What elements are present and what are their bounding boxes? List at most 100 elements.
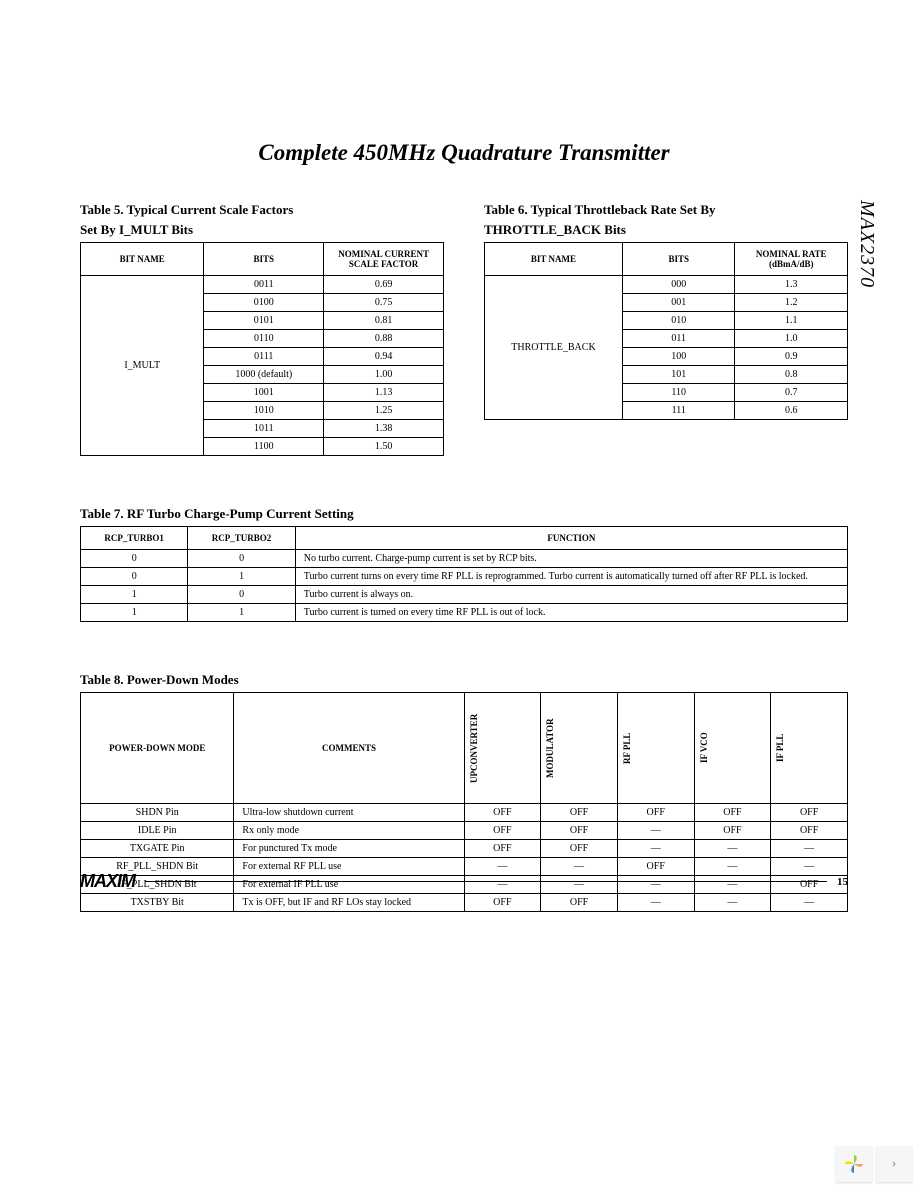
table5-cell-val: 0.94	[324, 348, 444, 366]
top-tables-row: Table 5. Typical Current Scale Factors S…	[80, 202, 848, 456]
table8-cell-c5: OFF	[617, 804, 694, 822]
table5-cell-val: 1.38	[324, 420, 444, 438]
table5-caption-line1: Table 5. Typical Current Scale Factors	[80, 202, 444, 218]
table5-cell-bits: 1000 (default)	[204, 366, 324, 384]
table6-cell-bits: 011	[622, 330, 735, 348]
table7-cell-c1: 1	[81, 586, 188, 604]
table8-cell-c5: —	[617, 822, 694, 840]
table7-header-turbo2: RCP_TURBO2	[188, 527, 295, 550]
page-footer: MAXIM 15	[80, 871, 848, 892]
table7-cell-c1: 1	[81, 604, 188, 622]
table8-cell-c3: OFF	[464, 804, 541, 822]
table8-header-mode: POWER-DOWN MODE	[81, 693, 234, 804]
table7-cell-c1: 0	[81, 550, 188, 568]
table5-header-bitname: BIT NAME	[81, 243, 204, 276]
table6-cell-val: 0.6	[735, 402, 848, 420]
table6-caption-line1: Table 6. Typical Throttleback Rate Set B…	[484, 202, 848, 218]
table8-cell-c4: OFF	[541, 804, 618, 822]
table6: BIT NAME BITS NOMINAL RATE (dBmA/dB) THR…	[484, 242, 848, 420]
table7-cell-c2: 0	[188, 586, 295, 604]
table5-cell-bits: 1001	[204, 384, 324, 402]
table6-cell-bits: 110	[622, 384, 735, 402]
table8-cell-c6: —	[694, 894, 771, 912]
table8-header-ifpll: IF PLL	[775, 703, 785, 793]
table6-cell-val: 1.2	[735, 294, 848, 312]
table7-caption: Table 7. RF Turbo Charge-Pump Current Se…	[80, 506, 848, 522]
table8-cell-c3: OFF	[464, 822, 541, 840]
page: Complete 450MHz Quadrature Transmitter M…	[0, 0, 918, 972]
table5-cell-bits: 1100	[204, 438, 324, 456]
table8-header-modulator: MODULATOR	[545, 703, 555, 793]
table8-cell-comment: Ultra-low shutdown current	[234, 804, 464, 822]
table6-cell-val: 0.8	[735, 366, 848, 384]
table7-cell-fn: Turbo current is turned on every time RF…	[295, 604, 847, 622]
table8-cell-c6: OFF	[694, 804, 771, 822]
table5-cell-val: 0.69	[324, 276, 444, 294]
table7: RCP_TURBO1 RCP_TURBO2 FUNCTION 00No turb…	[80, 526, 848, 622]
table7-cell-fn: No turbo current. Charge-pump current is…	[295, 550, 847, 568]
table5-cell-val: 1.13	[324, 384, 444, 402]
table7-cell-c2: 0	[188, 550, 295, 568]
table8-cell-c5: —	[617, 894, 694, 912]
table5-bitname: I_MULT	[81, 276, 204, 456]
table7-header-turbo1: RCP_TURBO1	[81, 527, 188, 550]
table8-cell-c6: —	[694, 840, 771, 858]
table7-cell-fn: Turbo current is always on.	[295, 586, 847, 604]
table8-cell-comment: Rx only mode	[234, 822, 464, 840]
table5-header-factor: NOMINAL CURRENT SCALE FACTOR	[324, 243, 444, 276]
table5-cell-bits: 0111	[204, 348, 324, 366]
table8-cell-comment: For punctured Tx mode	[234, 840, 464, 858]
page-number: 15	[837, 876, 848, 888]
bottom-nav: ›	[836, 1146, 912, 1182]
table7-cell-fn: Turbo current turns on every time RF PLL…	[295, 568, 847, 586]
table7-cell-c2: 1	[188, 568, 295, 586]
table7-cell-c2: 1	[188, 604, 295, 622]
table6-caption-line2: THROTTLE_BACK Bits	[484, 222, 848, 238]
table6-cell-bits: 111	[622, 402, 735, 420]
table8-header-rfpll: RF PLL	[622, 703, 632, 793]
table8-header-upconverter: UPCONVERTER	[469, 703, 479, 793]
pinwheel-icon	[843, 1153, 865, 1175]
table5-cell-val: 0.81	[324, 312, 444, 330]
nav-logo-button[interactable]	[836, 1146, 872, 1182]
table6-cell-val: 0.7	[735, 384, 848, 402]
table5-caption-line2: Set By I_MULT Bits	[80, 222, 444, 238]
table6-cell-val: 1.0	[735, 330, 848, 348]
table8-cell-c6: OFF	[694, 822, 771, 840]
table6-cell-val: 1.1	[735, 312, 848, 330]
table8-cell-mode: TXGATE Pin	[81, 840, 234, 858]
table5-cell-val: 1.25	[324, 402, 444, 420]
table5-cell-val: 0.88	[324, 330, 444, 348]
table5-container: Table 5. Typical Current Scale Factors S…	[80, 202, 444, 456]
table5-cell-val: 1.00	[324, 366, 444, 384]
table8-cell-mode: TXSTBY Bit	[81, 894, 234, 912]
table6-cell-bits: 100	[622, 348, 735, 366]
table6-cell-bits: 101	[622, 366, 735, 384]
table6-bitname: THROTTLE_BACK	[485, 276, 623, 420]
table8-cell-c4: OFF	[541, 822, 618, 840]
table6-cell-bits: 010	[622, 312, 735, 330]
table6-header-bitname: BIT NAME	[485, 243, 623, 276]
table8-cell-c4: OFF	[541, 894, 618, 912]
table8-cell-c7: OFF	[771, 822, 848, 840]
table5-cell-bits: 1010	[204, 402, 324, 420]
table8-cell-c3: OFF	[464, 840, 541, 858]
table8-caption: Table 8. Power-Down Modes	[80, 672, 848, 688]
table8-cell-c3: OFF	[464, 894, 541, 912]
page-title: Complete 450MHz Quadrature Transmitter	[80, 140, 848, 166]
table8-header-comments: COMMENTS	[234, 693, 464, 804]
table8-cell-c7: OFF	[771, 804, 848, 822]
nav-next-button[interactable]: ›	[876, 1146, 912, 1182]
footer-divider	[145, 881, 827, 882]
chevron-right-icon: ›	[892, 1156, 897, 1172]
table8-cell-c7: —	[771, 840, 848, 858]
table6-cell-bits: 001	[622, 294, 735, 312]
part-number-side-label: MAX2370	[855, 200, 878, 288]
table8-cell-comment: Tx is OFF, but IF and RF LOs stay locked	[234, 894, 464, 912]
table8-cell-c5: —	[617, 840, 694, 858]
table8-cell-mode: SHDN Pin	[81, 804, 234, 822]
table5-cell-val: 1.50	[324, 438, 444, 456]
table7-header-function: FUNCTION	[295, 527, 847, 550]
table8-cell-c7: —	[771, 894, 848, 912]
table5-cell-bits: 0100	[204, 294, 324, 312]
